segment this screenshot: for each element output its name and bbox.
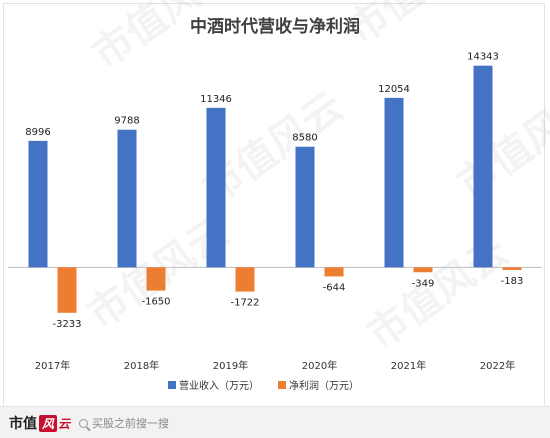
revenue-bar — [117, 129, 137, 268]
brand-yun: 云 — [58, 417, 71, 431]
bars-layer — [28, 65, 522, 313]
net-profit-value-label: -3233 — [52, 319, 81, 330]
revenue-value-label: 11346 — [200, 94, 232, 105]
revenue-value-label: 14343 — [467, 52, 499, 63]
x-tick-label: 2022年 — [480, 359, 515, 372]
chart: 市值风云市值风云市值风云市值风云市值风云市值风云 中酒时代营收与净利润 8996… — [8, 0, 550, 392]
x-tick-label: 2017年 — [35, 359, 70, 372]
revenue-bar — [473, 65, 493, 268]
legend-label-net-profit: 净利润（万元） — [289, 379, 359, 392]
net-profit-value-label: -1650 — [141, 297, 170, 308]
x-tick-label: 2019年 — [213, 359, 248, 372]
x-tick-label: 2021年 — [391, 359, 426, 372]
footer-bar: 市值风云 买股之前搜一搜 — [0, 406, 550, 438]
net-profit-bar — [413, 267, 433, 273]
legend: 营业收入（万元） 净利润（万元） — [168, 379, 359, 392]
net-profit-value-label: -183 — [501, 276, 524, 287]
net-profit-bar — [324, 267, 344, 277]
revenue-bar — [295, 146, 315, 268]
revenue-value-label: 8996 — [25, 127, 50, 138]
net-profit-bar — [235, 267, 255, 292]
revenue-value-label: 9788 — [114, 116, 139, 127]
legend-swatch-net-profit — [278, 381, 286, 389]
data-labels-layer: 8996 -3233 9788 -1650 11346 -1722 8580 -644 1205… — [25, 52, 523, 330]
net-profit-value-label: -349 — [412, 278, 435, 289]
brand-feng: 风 — [39, 415, 58, 432]
chart-frame — [3, 3, 545, 433]
brand-logo[interactable]: 市值风云 — [9, 413, 70, 433]
revenue-bar — [28, 140, 48, 268]
search-box[interactable]: 买股之前搜一搜 — [75, 413, 375, 433]
chart-title: 中酒时代营收与净利润 — [190, 16, 360, 37]
x-tick-labels: 2017年 2018年 2019年 2020年 2021年 2022年 — [35, 359, 515, 372]
search-icon — [79, 418, 88, 428]
net-profit-bar — [57, 267, 77, 313]
net-profit-bar — [146, 267, 166, 291]
search-placeholder: 买股之前搜一搜 — [92, 417, 169, 430]
revenue-value-label: 12054 — [378, 84, 410, 95]
revenue-bar — [206, 107, 226, 268]
x-tick-label: 2018年 — [124, 359, 159, 372]
legend-swatch-revenue — [168, 381, 176, 389]
revenue-value-label: 8580 — [292, 133, 317, 144]
brand-text: 市值 — [9, 416, 37, 432]
revenue-bar — [384, 97, 404, 268]
net-profit-value-label: -644 — [323, 282, 346, 293]
net-profit-bar — [502, 267, 522, 270]
net-profit-value-label: -1722 — [230, 298, 259, 309]
x-tick-label: 2020年 — [302, 359, 337, 372]
legend-label-revenue: 营业收入（万元） — [179, 379, 259, 392]
